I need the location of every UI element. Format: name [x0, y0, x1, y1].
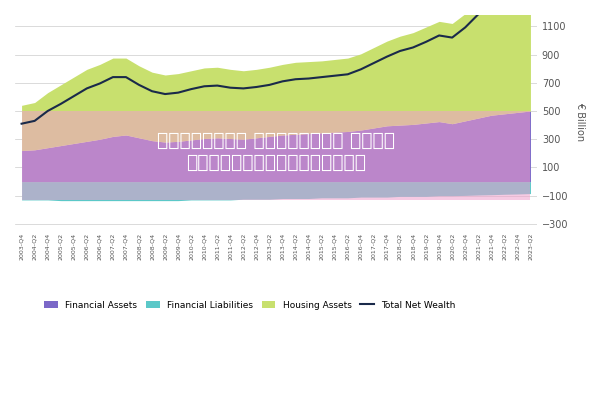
Legend: Financial Assets, Financial Liabilities, Housing Assets, Total Net Wealth: Financial Assets, Financial Liabilities,…: [41, 297, 459, 313]
Text: 信托股票质押融资 日本央行再次加息 未来货币
政策或将是宽松框架下的渐进式加息: 信托股票质押融资 日本央行再次加息 未来货币 政策或将是宽松框架下的渐进式加息: [157, 131, 395, 172]
Y-axis label: € Billion: € Billion: [575, 102, 585, 141]
